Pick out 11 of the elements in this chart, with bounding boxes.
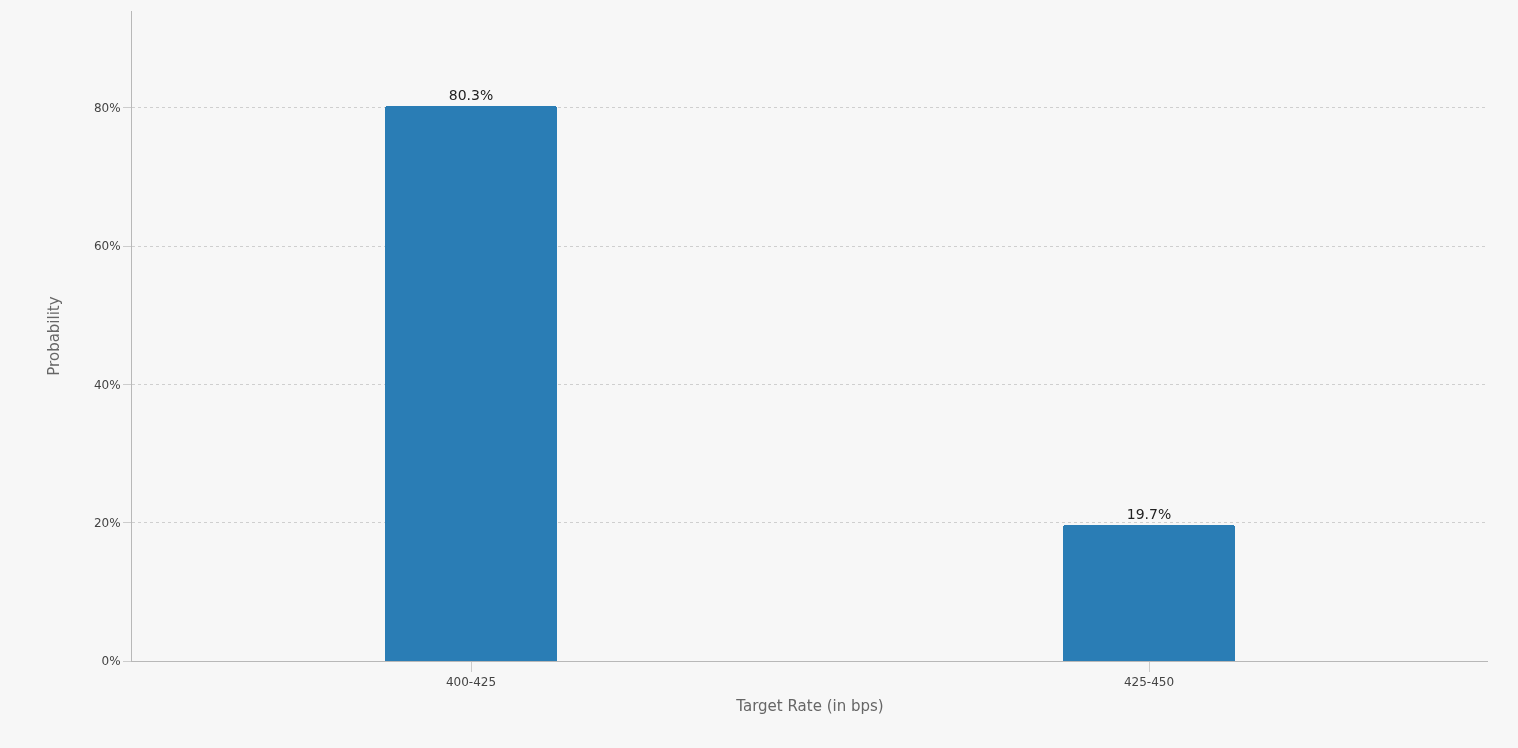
y-tick-label: 60% [93,239,121,254]
x-tick-label: 425-450 [1123,675,1175,690]
y-tick-label: 40% [93,377,121,392]
x-axis-title: Target Rate (in bps) [735,697,884,716]
y-tick-label: 20% [93,515,121,530]
y-tick-label: 80% [93,101,121,116]
data-label: 19.7% [1126,506,1172,522]
data-label: 80.3% [448,87,494,103]
y-tick-label: 0% [101,654,121,669]
y-axis-title: Probability [45,296,64,376]
x-tick-label: 400-425 [445,675,497,690]
